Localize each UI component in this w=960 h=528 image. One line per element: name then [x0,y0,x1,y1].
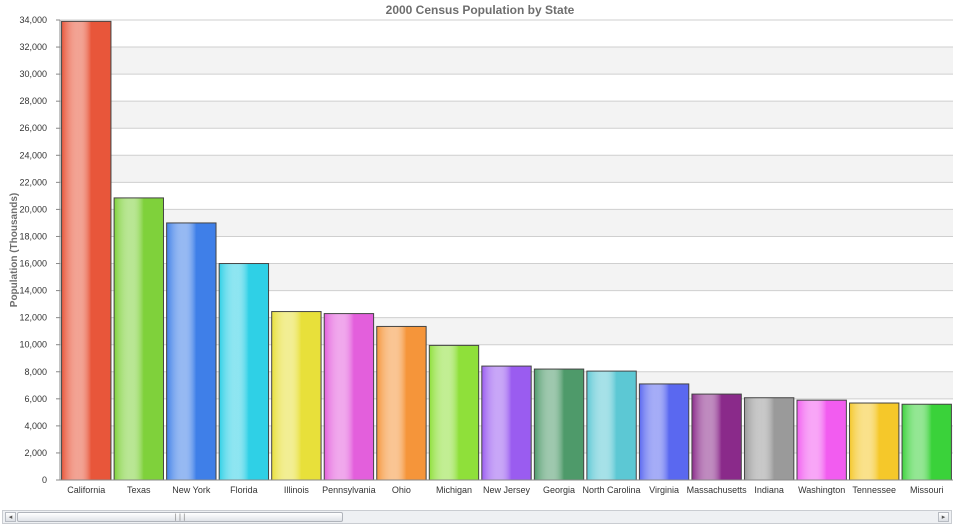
bar-shine [638,383,690,481]
x-tick-label: Tennessee [852,485,896,495]
x-tick-label: Virginia [649,485,679,495]
y-tick-label: 0 [42,475,47,485]
x-tick-label: Florida [230,485,258,495]
bar-shine [743,397,795,481]
x-tick-label: Texas [127,485,151,495]
y-tick-label: 22,000 [19,177,47,187]
grid-band [60,155,953,183]
chart-title: 2000 Census Population by State [386,3,575,17]
y-tick-label: 18,000 [19,231,47,241]
x-tick-label: Washington [798,485,845,495]
y-tick-label: 24,000 [19,150,47,160]
y-tick-label: 20,000 [19,204,47,214]
x-tick-label: Illinois [284,485,310,495]
bar-shine [586,370,637,481]
y-tick-label: 30,000 [19,69,47,79]
bar-shine [533,368,585,481]
bar-shine [61,20,112,481]
y-tick-label: 10,000 [19,340,47,350]
x-tick-label: Indiana [754,485,784,495]
y-tick-label: 12,000 [19,313,47,323]
x-tick-label: New York [172,485,211,495]
bar-shine [901,403,952,481]
y-tick-label: 4,000 [24,421,47,431]
x-axis-ticks: California Texas New York Florida Illinois Pe… [67,485,943,495]
x-tick-label: Michigan [436,485,472,495]
y-tick-label: 28,000 [19,96,47,106]
bar-shine [849,402,900,481]
bar-shine [796,399,847,481]
bar-shine [481,365,532,481]
y-tick-label: 6,000 [24,394,47,404]
horizontal-scrollbar[interactable]: ◂ ||| ▸ [2,510,952,524]
bar-shine [113,197,164,481]
bar-shine [166,222,217,481]
y-tick-label: 16,000 [19,259,47,269]
bar-shine [271,311,322,481]
x-tick-label: Ohio [392,485,411,495]
scrollbar-grip-icon: ||| [173,513,187,521]
bar-shine [323,313,375,481]
scroll-left-icon[interactable]: ◂ [5,512,16,522]
x-tick-label: California [67,485,105,495]
x-tick-label: North Carolina [583,485,641,495]
scroll-right-icon[interactable]: ▸ [938,512,949,522]
x-tick-label: Massachusetts [687,485,748,495]
bars [61,20,952,481]
x-tick-label: Missouri [910,485,944,495]
bar-shine [428,344,480,481]
y-tick-label: 8,000 [24,367,47,377]
bar-shine [691,393,742,481]
y-axis-title: Population (Thousands) [9,193,20,307]
y-axis-ticks: 0 2,000 4,000 6,000 8,000 10,000 12,000 14,000 1… [19,15,60,485]
y-tick-label: 34,000 [19,15,47,25]
x-tick-label: Georgia [543,485,575,495]
scrollbar-thumb[interactable]: ||| [17,512,343,522]
y-tick-label: 2,000 [24,448,47,458]
grid-band [60,47,953,75]
x-tick-label: Pennsylvania [322,485,376,495]
grid-band [60,101,953,129]
bar-shine [376,325,427,481]
x-tick-label: New Jersey [483,485,531,495]
bar-shine [218,263,270,481]
bar-chart: 0 2,000 4,000 6,000 8,000 10,000 12,000 14,000 1… [9,3,953,495]
y-tick-label: 26,000 [19,123,47,133]
y-tick-label: 32,000 [19,42,47,52]
y-tick-label: 14,000 [19,286,47,296]
